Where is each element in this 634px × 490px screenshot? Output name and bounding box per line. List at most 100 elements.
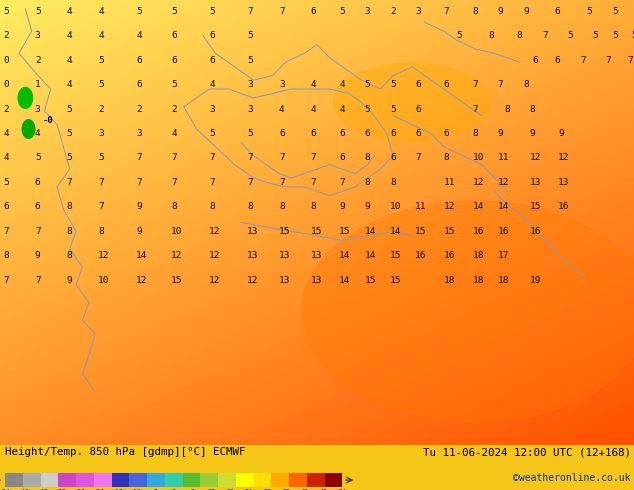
Text: 14: 14: [136, 251, 148, 260]
Text: 4: 4: [3, 129, 9, 138]
Text: 6: 6: [171, 55, 177, 65]
Ellipse shape: [301, 200, 634, 423]
Text: 0: 0: [3, 55, 9, 65]
Text: 7: 7: [171, 178, 177, 187]
Text: 13: 13: [529, 178, 541, 187]
Text: 5: 5: [247, 31, 253, 40]
Bar: [112, 473, 129, 487]
Text: 2: 2: [35, 55, 41, 65]
Text: 12: 12: [209, 251, 221, 260]
Text: 6: 6: [35, 202, 41, 211]
Bar: [58, 473, 76, 487]
Text: 5: 5: [35, 7, 41, 16]
Text: 6: 6: [365, 129, 370, 138]
Text: 5: 5: [98, 55, 104, 65]
Text: 6: 6: [415, 129, 421, 138]
Text: 8: 8: [444, 153, 450, 163]
Text: 4: 4: [67, 55, 72, 65]
Bar: [218, 473, 236, 487]
Text: 5: 5: [593, 31, 598, 40]
Ellipse shape: [22, 119, 36, 139]
Text: 6: 6: [209, 55, 215, 65]
Text: 5: 5: [35, 153, 41, 163]
Text: 8: 8: [529, 104, 535, 114]
Text: 3: 3: [365, 7, 370, 16]
Text: 5: 5: [390, 80, 396, 89]
Text: -42: -42: [37, 489, 49, 490]
Text: 7: 7: [209, 153, 215, 163]
Text: 5: 5: [67, 104, 72, 114]
Text: -30: -30: [74, 489, 86, 490]
Text: 3: 3: [279, 80, 285, 89]
Text: 7: 7: [171, 153, 177, 163]
Text: 8: 8: [488, 31, 494, 40]
Text: 7: 7: [472, 80, 478, 89]
Text: 6: 6: [415, 104, 421, 114]
Text: 11: 11: [444, 178, 455, 187]
Text: 16: 16: [498, 227, 509, 236]
Text: 4: 4: [98, 7, 104, 16]
Text: 5: 5: [586, 7, 592, 16]
Text: 6: 6: [390, 153, 396, 163]
Text: ©weatheronline.co.uk: ©weatheronline.co.uk: [514, 473, 631, 483]
Text: 30: 30: [263, 489, 271, 490]
Text: 5: 5: [456, 31, 462, 40]
Text: 6: 6: [415, 80, 421, 89]
Text: 8: 8: [504, 104, 510, 114]
Text: 7: 7: [209, 178, 215, 187]
Text: 6: 6: [171, 31, 177, 40]
Text: 12: 12: [207, 489, 215, 490]
Text: 6: 6: [339, 153, 345, 163]
Text: 7: 7: [136, 178, 142, 187]
Text: 9: 9: [529, 129, 535, 138]
Text: 6: 6: [136, 80, 142, 89]
Text: -38: -38: [55, 489, 67, 490]
Text: 5: 5: [339, 7, 345, 16]
Text: 6: 6: [533, 55, 538, 65]
Text: -18: -18: [112, 489, 124, 490]
Text: 14: 14: [339, 251, 351, 260]
Text: 12: 12: [444, 202, 455, 211]
Text: 8: 8: [279, 202, 285, 211]
Text: 5: 5: [612, 31, 618, 40]
Text: 7: 7: [3, 227, 9, 236]
Text: 12: 12: [558, 153, 569, 163]
Text: 9: 9: [365, 202, 370, 211]
Text: 19: 19: [529, 276, 541, 285]
Bar: [23, 473, 41, 487]
Text: 8: 8: [523, 80, 529, 89]
Text: 14: 14: [339, 276, 351, 285]
Text: 7: 7: [98, 202, 104, 211]
Text: 6: 6: [311, 129, 316, 138]
Text: 4: 4: [3, 153, 9, 163]
Text: 16: 16: [529, 227, 541, 236]
Text: 12: 12: [171, 251, 183, 260]
Text: 8: 8: [98, 227, 104, 236]
Text: 42: 42: [301, 489, 309, 490]
Text: 8: 8: [67, 251, 72, 260]
Text: 13: 13: [311, 276, 322, 285]
Text: 3: 3: [209, 104, 215, 114]
Text: 7: 7: [136, 153, 142, 163]
Bar: [147, 473, 165, 487]
Text: 6: 6: [444, 129, 450, 138]
Text: 18: 18: [444, 276, 455, 285]
Text: 8: 8: [209, 202, 215, 211]
Text: 13: 13: [311, 251, 322, 260]
Ellipse shape: [333, 62, 491, 143]
Text: 7: 7: [247, 7, 253, 16]
Text: 7: 7: [542, 31, 548, 40]
Text: 6: 6: [35, 178, 41, 187]
Text: 2: 2: [3, 104, 9, 114]
Text: 15: 15: [365, 276, 376, 285]
Text: 7: 7: [3, 276, 9, 285]
Text: 7: 7: [279, 7, 285, 16]
Text: 9: 9: [523, 7, 529, 16]
Text: 17: 17: [498, 251, 509, 260]
Text: 13: 13: [247, 227, 259, 236]
Text: 4: 4: [311, 80, 316, 89]
Text: 15: 15: [171, 276, 183, 285]
Text: 5: 5: [365, 104, 370, 114]
Text: 7: 7: [247, 153, 253, 163]
Text: 8: 8: [390, 178, 396, 187]
